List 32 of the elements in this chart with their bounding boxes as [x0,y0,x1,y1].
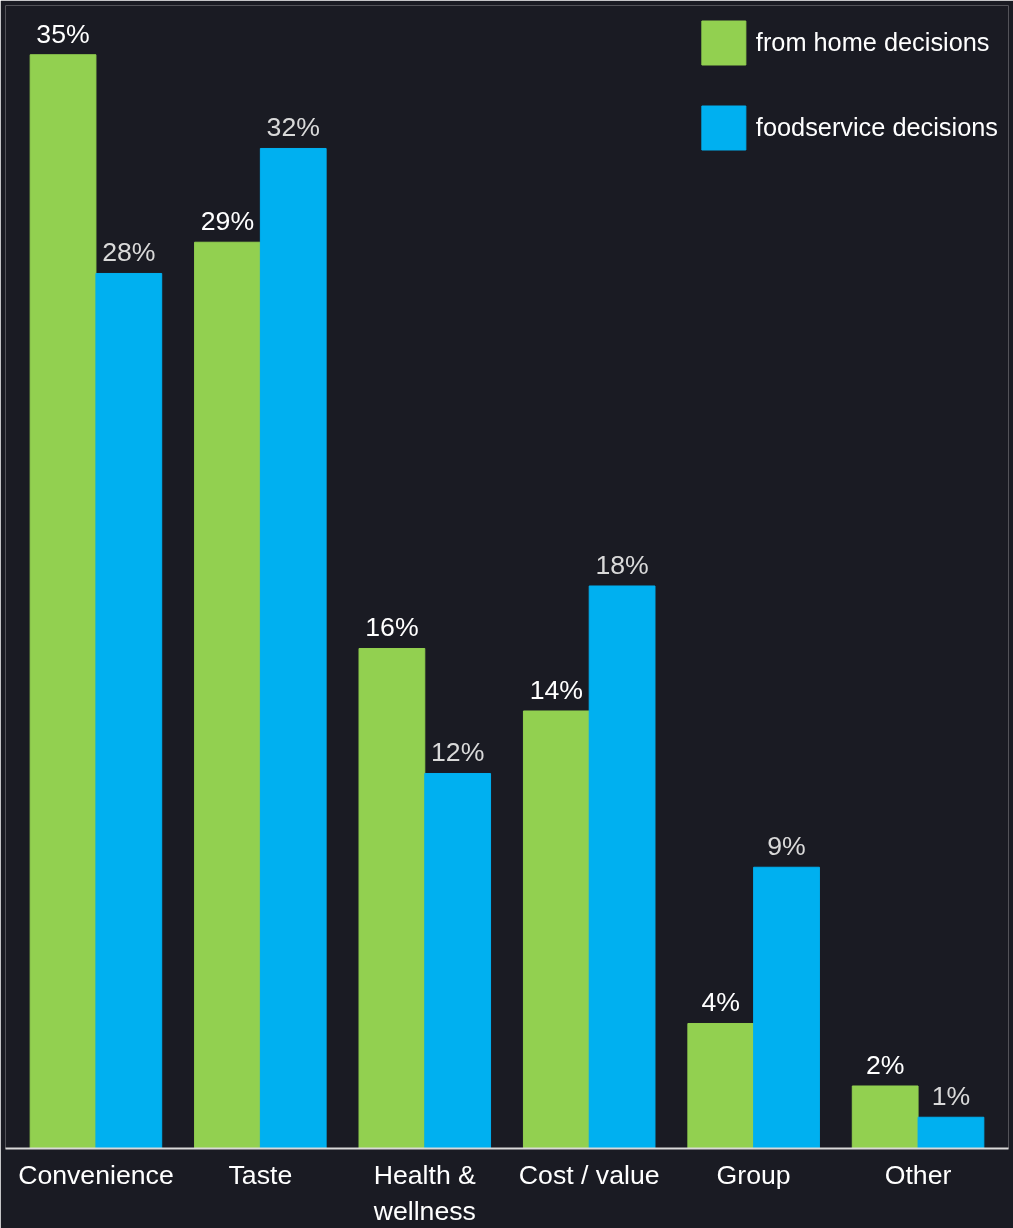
data-label: 14% [529,674,584,705]
data-label: 29% [200,206,255,237]
bar [95,272,163,1149]
bar [917,1116,985,1149]
bar [194,241,261,1149]
bar [259,147,327,1149]
bar [358,647,426,1149]
legend-label: foodservice decisions [755,113,998,142]
x-tick-label: Taste [228,1159,293,1190]
x-tick-label: Group [716,1159,791,1190]
data-label: 1% [931,1081,971,1112]
x-tick-label: Health & wellness [372,1159,477,1226]
data-label: 35% [36,18,90,49]
bar [588,585,656,1149]
bar [29,54,97,1149]
bar [753,866,820,1149]
data-label: 18% [595,549,649,580]
bar [687,1023,755,1149]
data-label: 16% [365,612,419,643]
data-label: 12% [431,737,485,768]
bar [424,772,492,1149]
data-label: 9% [767,831,806,862]
data-label: 28% [102,237,156,268]
x-tick-label: Cost / value [518,1159,660,1190]
bar [851,1085,919,1149]
x-tick-label: Other [884,1159,952,1190]
data-label: 32% [266,112,320,143]
data-label: 2% [865,1050,905,1080]
x-tick-label: Convenience [18,1159,174,1190]
bar [522,710,590,1149]
legend-label: from home decisions [755,28,990,57]
data-label: 4% [701,987,741,1018]
